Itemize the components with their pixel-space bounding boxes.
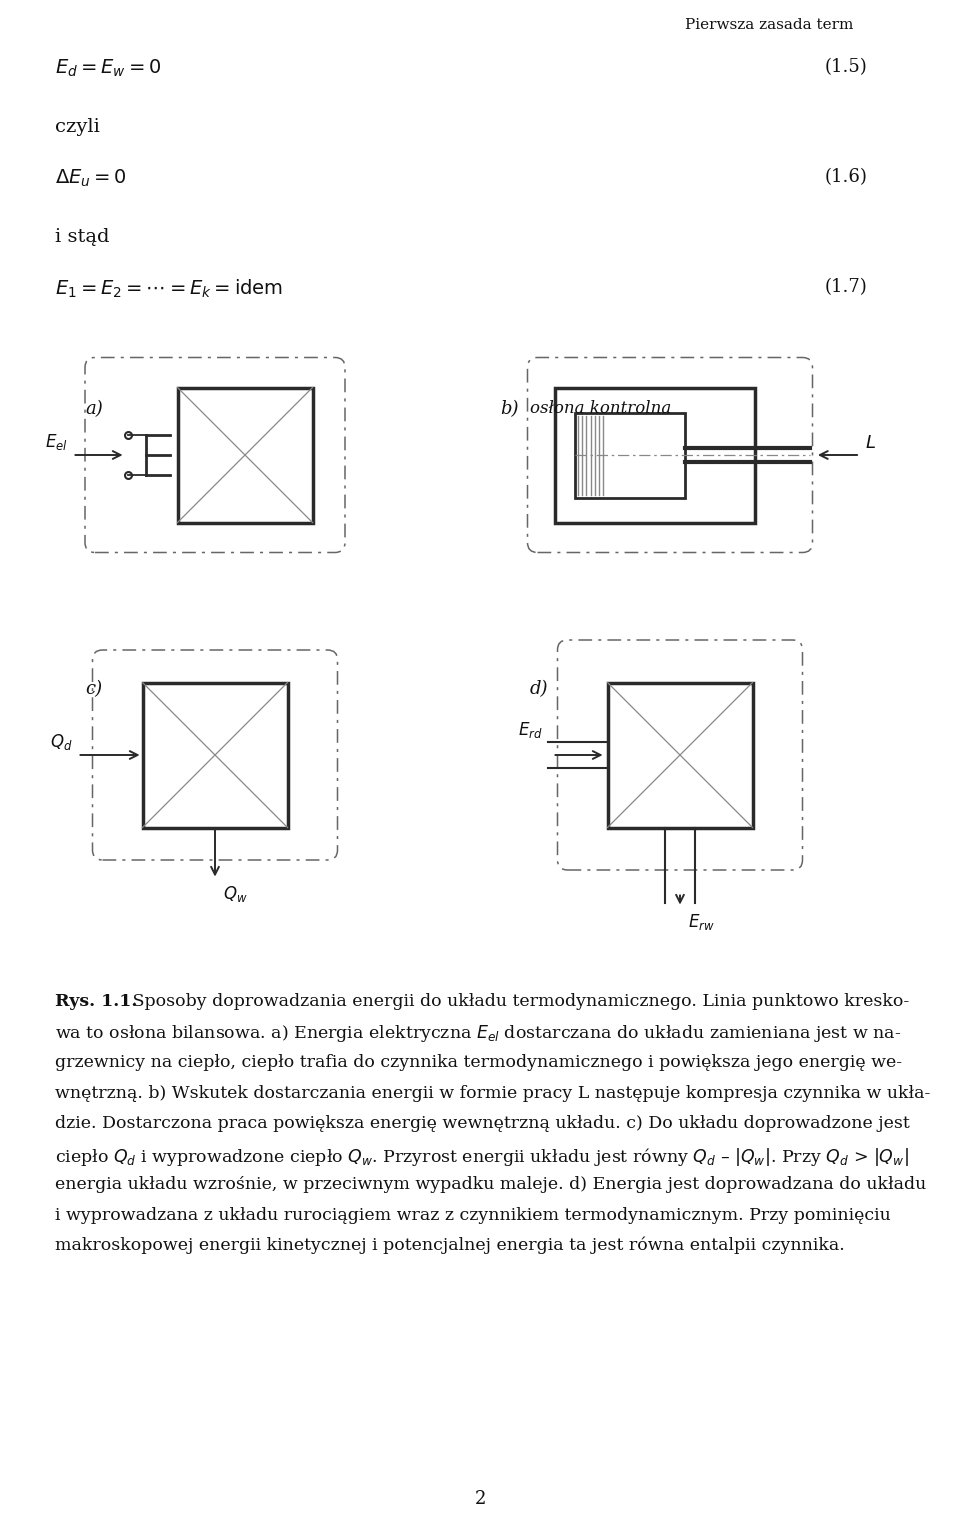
Text: $Q_d$: $Q_d$: [50, 732, 73, 752]
Text: $E_{rd}$: $E_{rd}$: [517, 720, 542, 740]
Bar: [178, 388, 313, 523]
Text: czyli: czyli: [55, 118, 100, 136]
Bar: [142, 682, 287, 828]
Text: (1.6): (1.6): [825, 168, 868, 186]
Text: $E_d = E_w = 0$: $E_d = E_w = 0$: [55, 58, 161, 79]
Text: i stąd: i stąd: [55, 227, 109, 246]
Text: $\Delta E_u = 0$: $\Delta E_u = 0$: [55, 168, 127, 190]
Text: Pierwsza zasada term: Pierwsza zasada term: [685, 18, 853, 32]
Text: makroskopowej energii kinetycznej i potencjalnej energia ta jest równa entalpii : makroskopowej energii kinetycznej i pote…: [55, 1237, 845, 1255]
Text: osłona kontrolna: osłona kontrolna: [530, 400, 671, 417]
Bar: [608, 682, 753, 828]
Text: i wyprowadzana z układu rurociągiem wraz z czynnikiem termodynamicznym. Przy pom: i wyprowadzana z układu rurociągiem wraz…: [55, 1207, 891, 1223]
Text: c): c): [85, 681, 102, 697]
Text: (1.5): (1.5): [825, 58, 868, 76]
Text: $E_1 = E_2 = \cdots = E_k = \mathrm{idem}$: $E_1 = E_2 = \cdots = E_k = \mathrm{idem…: [55, 277, 283, 300]
Text: ciepło $Q_d$ i wyprowadzone ciepło $Q_w$. Przyrost energii układu jest równy $Q_: ciepło $Q_d$ i wyprowadzone ciepło $Q_w$…: [55, 1146, 909, 1167]
Text: 2: 2: [474, 1490, 486, 1508]
Text: $L$: $L$: [865, 434, 876, 452]
Text: a): a): [85, 400, 103, 418]
Text: wa to osłona bilansowa. a) Energia elektryczna $E_{el}$ dostarczana do układu za: wa to osłona bilansowa. a) Energia elekt…: [55, 1023, 901, 1045]
Bar: [575, 412, 685, 497]
Text: $E_{el}$: $E_{el}$: [45, 432, 67, 452]
Text: b): b): [500, 400, 518, 418]
Text: Sposoby doprowadzania energii do układu termodynamicznego. Linia punktowo kresko: Sposoby doprowadzania energii do układu …: [127, 993, 909, 1010]
Text: energia układu wzrośnie, w przeciwnym wypadku maleje. d) Energia jest doprowadza: energia układu wzrośnie, w przeciwnym wy…: [55, 1176, 926, 1193]
Text: dzie. Dostarczona praca powiększa energię wewnętrzną układu. c) Do układu doprow: dzie. Dostarczona praca powiększa energi…: [55, 1114, 910, 1132]
Text: Rys. 1.1.: Rys. 1.1.: [55, 993, 137, 1010]
Bar: [555, 388, 755, 523]
Text: d): d): [530, 681, 548, 697]
Text: grzewnicy na ciepło, ciepło trafia do czynnika termodynamicznego i powiększa jeg: grzewnicy na ciepło, ciepło trafia do cz…: [55, 1054, 902, 1070]
Text: $E_{rw}$: $E_{rw}$: [688, 913, 715, 932]
Text: wnętrzną. b) Wskutek dostarczania energii w formie pracy L następuje kompresja c: wnętrzną. b) Wskutek dostarczania energi…: [55, 1084, 930, 1102]
Text: $Q_w$: $Q_w$: [223, 884, 248, 905]
Text: (1.7): (1.7): [825, 277, 868, 296]
